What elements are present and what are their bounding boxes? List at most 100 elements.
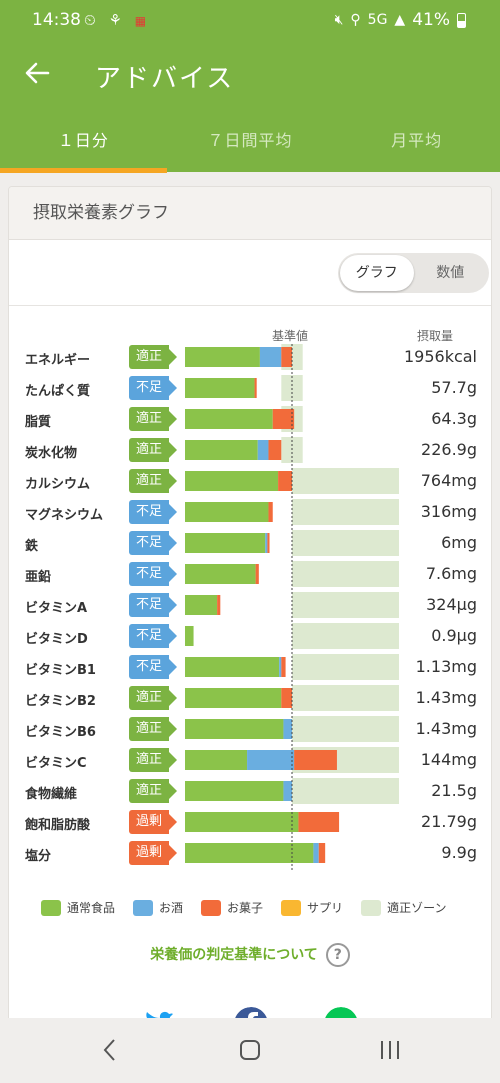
- status-notification-icons: ⏲ ⚘ ▦: [84, 11, 151, 29]
- signal-icon: ▲: [394, 12, 406, 28]
- location-icon: ⚲: [350, 12, 361, 28]
- nutrient-row: ビタミンD 不足 0.9μg: [9, 624, 491, 650]
- nutrient-row: 鉄 不足 6mg: [9, 531, 491, 557]
- optimal-zone: [292, 716, 399, 742]
- nutrient-row: ビタミンC 適正 144mg: [9, 748, 491, 774]
- intake-value: 21.79g: [421, 812, 477, 831]
- nav-back-icon[interactable]: [100, 1036, 120, 1064]
- nutrient-row: 炭水化物 適正 226.9g: [9, 438, 491, 464]
- intake-value: 764mg: [420, 471, 477, 490]
- legend-item: お菓子: [201, 899, 263, 916]
- nav-recents-icon[interactable]: [378, 1036, 402, 1064]
- intake-value: 57.7g: [431, 378, 477, 397]
- nutrient-row: 塩分 過剰 9.9g: [9, 841, 491, 867]
- judgement-badge: 不足: [129, 655, 177, 679]
- nutrient-name: ビタミンC: [25, 756, 87, 771]
- nutrient-row: 飽和脂肪酸 過剰 21.79g: [9, 810, 491, 836]
- period-tabs: １日分 ７日間平均 月平均: [0, 112, 500, 173]
- judgement-badge: 過剰: [129, 810, 177, 834]
- nutrient-row: ビタミンB6 適正 1.43mg: [9, 717, 491, 743]
- bar-segment-food: [185, 626, 194, 646]
- nutrient-name: ビタミンB6: [25, 725, 96, 740]
- nutrient-row: 亜鉛 不足 7.6mg: [9, 562, 491, 588]
- judgement-badge: 適正: [129, 469, 177, 493]
- intake-value: 1.13mg: [415, 657, 477, 676]
- toggle-graph[interactable]: グラフ: [340, 255, 414, 291]
- network-type: 5G: [367, 12, 388, 28]
- status-right: 🔇︎ ⚲ 5G ▲ 41%: [335, 10, 466, 30]
- intake-value: 1956kcal: [403, 347, 477, 366]
- divider: [9, 305, 491, 306]
- tab-seven-day-average[interactable]: ７日間平均: [207, 131, 293, 150]
- legend-label: 通常食品: [67, 901, 116, 915]
- bar-segment-snack: [281, 347, 292, 367]
- legend-swatch: [133, 899, 154, 916]
- view-toggle: グラフ 数値: [338, 253, 489, 293]
- tab-one-day[interactable]: １日分: [0, 112, 167, 173]
- optimal-zone: [292, 468, 399, 494]
- status-bar: 14:38 ⏲ ⚘ ▦ 🔇︎ ⚲ 5G ▲ 41%: [0, 0, 500, 40]
- chart-legend: 通常食品 お酒 お菓子 サプリ 適正ゾーン: [41, 899, 464, 916]
- judgement-badge: 適正: [129, 438, 177, 462]
- nutrient-name: ビタミンA: [25, 601, 88, 616]
- nav-home-icon[interactable]: [238, 1036, 262, 1064]
- standard-value-header: 基準値: [272, 329, 309, 343]
- bar-segment-food: [185, 471, 279, 491]
- bar-segment-snack: [298, 812, 340, 832]
- bar-segment-alcohol: [283, 719, 292, 739]
- bar-segment-snack: [294, 750, 337, 770]
- system-navigation-bar: [0, 1018, 500, 1083]
- bar-segment-food: [185, 781, 284, 801]
- legend-swatch: [361, 899, 382, 916]
- nutrient-name: 塩分: [25, 849, 52, 864]
- bar-segment-alcohol: [279, 657, 282, 677]
- bar-segment-snack: [318, 843, 326, 863]
- page-title: アドバイス: [95, 64, 235, 94]
- status-time: 14:38: [32, 10, 81, 30]
- judgement-badge: 適正: [129, 345, 177, 369]
- optimal-zone: [292, 530, 399, 556]
- nutrient-name: マグネシウム: [25, 508, 104, 523]
- nutrient-row: たんぱく質 不足 57.7g: [9, 376, 491, 402]
- bar-segment-food: [185, 409, 273, 429]
- bar-segment-food: [185, 378, 255, 398]
- nutrient-name: ビタミンB1: [25, 663, 96, 678]
- toggle-numeric[interactable]: 数値: [436, 265, 465, 281]
- battery-icon: [457, 12, 466, 28]
- help-icon[interactable]: ?: [325, 943, 350, 967]
- legend-label: お菓子: [227, 901, 264, 915]
- app-bar: アドバイス: [0, 40, 500, 112]
- criteria-link-label: 栄養価の判定基準について: [150, 947, 318, 963]
- bar-segment-alcohol: [257, 440, 269, 460]
- tab-monthly-average[interactable]: 月平均: [391, 131, 443, 150]
- bar-segment-food: [185, 440, 258, 460]
- legend-item: お酒: [133, 899, 183, 916]
- judgement-badge: 適正: [129, 717, 177, 741]
- bar-segment-alcohol: [313, 843, 319, 863]
- intake-value: 1.43mg: [415, 688, 477, 707]
- judgement-badge: 不足: [129, 593, 177, 617]
- battery-level: 41%: [412, 10, 450, 30]
- bar-segment-food: [185, 719, 284, 739]
- optimal-zone: [292, 778, 399, 804]
- nutrient-row: マグネシウム 不足 316mg: [9, 500, 491, 526]
- judgement-badge: 不足: [129, 376, 177, 400]
- legend-item: サプリ: [281, 899, 343, 916]
- judgement-badge: 不足: [129, 562, 177, 586]
- nutrient-name: ビタミンB2: [25, 694, 96, 709]
- nutrient-row: 脂質 適正 64.3g: [9, 407, 491, 433]
- criteria-link[interactable]: 栄養価の判定基準について?: [9, 943, 491, 967]
- bar-segment-snack: [281, 688, 292, 708]
- back-arrow-icon[interactable]: [22, 58, 52, 88]
- intake-value: 21.5g: [431, 781, 477, 800]
- judgement-badge: 適正: [129, 779, 177, 803]
- intake-value: 9.9g: [441, 843, 477, 862]
- nutrient-graph-card: 摂取栄養素グラフ グラフ 数値 基準値 摂取量 エネルギー 適正 1956kcal た…: [8, 186, 492, 1026]
- optimal-zone: [292, 685, 399, 711]
- intake-value: 7.6mg: [425, 564, 477, 583]
- optimal-zone: [292, 623, 399, 649]
- bar-segment-alcohol: [247, 750, 295, 770]
- nutrient-name: 炭水化物: [25, 446, 78, 461]
- legend-item: 適正ゾーン: [361, 899, 446, 916]
- judgement-badge: 不足: [129, 624, 177, 648]
